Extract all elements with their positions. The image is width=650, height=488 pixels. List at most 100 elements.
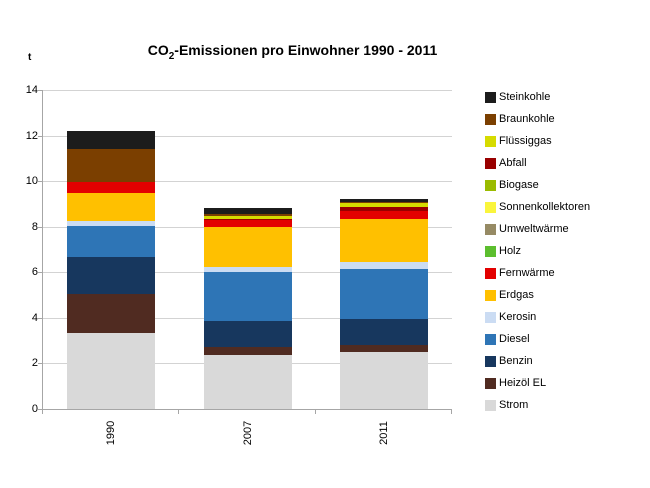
bar-segment-fernwaerme-1990 xyxy=(67,182,156,193)
bar-segment-benzin-2007 xyxy=(203,321,292,348)
legend-swatch-strom xyxy=(485,399,496,411)
legend-item-holz: Holz xyxy=(485,240,645,262)
y-tick-label-10: 10 xyxy=(25,175,38,188)
legend-item-diesel: Diesel xyxy=(485,328,645,350)
bar-segment-benzin-1990 xyxy=(67,257,156,294)
legend-item-umweltwaerme: Umweltwärme xyxy=(485,218,645,240)
bar-segment-kerosin-1990 xyxy=(67,221,156,226)
legend-swatch-holz xyxy=(485,245,496,257)
legend-swatch-heizoel-el xyxy=(485,377,496,389)
plot-area xyxy=(43,90,452,409)
bar-segment-heizoel-el-2011 xyxy=(339,345,428,353)
chart-title-prefix: CO xyxy=(147,42,169,58)
bar-segment-braunkohle-2007 xyxy=(203,214,292,217)
bar-segment-abfall-2011 xyxy=(339,207,428,211)
legend-item-braunkohle: Braunkohle xyxy=(485,108,645,130)
bar-segment-braunkohle-1990 xyxy=(67,149,156,183)
y-tick-mark-4 xyxy=(38,317,42,319)
bar-segment-strom-2011 xyxy=(339,352,428,409)
y-tick-label-2: 2 xyxy=(31,357,38,370)
y-axis-unit-label: t xyxy=(28,52,32,63)
legend-swatch-steinkohle xyxy=(485,91,496,103)
legend-item-heizoel-el: Heizöl EL xyxy=(485,372,645,394)
bar-segment-erdgas-2011 xyxy=(339,218,428,263)
legend-item-kerosin: Kerosin xyxy=(485,306,645,328)
y-tick-label-14: 14 xyxy=(25,84,38,96)
legend-swatch-benzin xyxy=(485,355,496,367)
x-axis-line xyxy=(42,409,452,410)
y-axis-line xyxy=(42,90,43,410)
legend: Steinkohle Braunkohle Flüssiggas Abfall Biog… xyxy=(485,86,645,416)
bar-segment-fluessiggas-2007 xyxy=(203,216,292,219)
legend-swatch-erdgas xyxy=(485,289,496,301)
y-tick-mark-0 xyxy=(38,409,42,410)
legend-swatch-fernwaerme xyxy=(485,267,496,279)
bar-segment-fluessiggas-2011 xyxy=(339,202,428,208)
legend-label-strom: Strom xyxy=(499,399,529,411)
bar-segment-steinkohle-1990 xyxy=(67,131,156,150)
bar-segment-fernwaerme-2007 xyxy=(203,219,292,227)
legend-item-steinkohle: Steinkohle xyxy=(485,86,645,108)
legend-swatch-abfall xyxy=(485,157,496,169)
y-tick-label-4: 4 xyxy=(31,311,38,324)
bar-segment-benzin-2011 xyxy=(339,318,428,346)
x-category-label-1990: 1990 xyxy=(105,420,118,446)
legend-label-diesel: Diesel xyxy=(499,333,530,345)
bar-segment-diesel-1990 xyxy=(67,225,156,258)
x-category-label-2007: 2007 xyxy=(241,420,254,446)
bar-segment-abfall-2007 xyxy=(203,218,292,220)
x-category-label-2011: 2011 xyxy=(377,421,390,445)
legend-item-biogase: Biogase xyxy=(485,174,645,196)
legend-item-benzin: Benzin xyxy=(485,350,645,372)
bar-segment-diesel-2011 xyxy=(339,268,428,319)
legend-label-erdgas: Erdgas xyxy=(499,289,534,301)
legend-label-biogase: Biogase xyxy=(499,179,539,191)
legend-swatch-diesel xyxy=(485,333,496,345)
legend-swatch-umweltwaerme xyxy=(485,223,496,235)
legend-label-steinkohle: Steinkohle xyxy=(499,91,551,103)
bar-segment-kerosin-2007 xyxy=(203,266,292,273)
legend-label-abfall: Abfall xyxy=(499,157,527,169)
legend-item-fernwaerme: Fernwärme xyxy=(485,262,645,284)
legend-label-holz: Holz xyxy=(499,245,522,257)
bar-segment-fernwaerme-2011 xyxy=(339,210,428,219)
gridline-14 xyxy=(43,90,452,91)
x-tick-mark-1 xyxy=(178,410,180,414)
legend-swatch-sonnenkollektoren xyxy=(485,201,496,213)
bar-segment-kerosin-2011 xyxy=(339,262,428,269)
chart-title-suffix: -Emissionen pro Einwohner 1990 - 2011 xyxy=(174,42,438,58)
bar-segment-braunkohle-2011 xyxy=(339,201,428,203)
legend-label-heizoel-el: Heizöl EL xyxy=(499,377,547,389)
legend-swatch-kerosin xyxy=(485,311,496,323)
y-tick-label-12: 12 xyxy=(25,129,38,142)
bar-segment-heizoel-el-2007 xyxy=(203,347,292,356)
legend-label-fernwaerme: Fernwärme xyxy=(499,267,555,279)
legend-label-umweltwaerme: Umweltwärme xyxy=(499,223,569,235)
chart-title: CO2-Emissionen pro Einwohner 1990 - 2011 xyxy=(40,42,545,62)
y-tick-mark-10 xyxy=(38,181,42,183)
bar-segment-strom-1990 xyxy=(67,332,156,409)
legend-item-abfall: Abfall xyxy=(485,152,645,174)
bar-segment-heizoel-el-1990 xyxy=(67,293,156,333)
y-tick-mark-8 xyxy=(38,226,42,228)
legend-item-fluessiggas: Flüssiggas xyxy=(485,130,645,152)
x-tick-mark-3 xyxy=(451,410,452,414)
y-tick-label-6: 6 xyxy=(31,266,38,279)
gridline-12 xyxy=(43,135,452,137)
x-tick-mark-0 xyxy=(42,410,43,414)
legend-item-strom: Strom xyxy=(485,394,645,416)
legend-item-sonnenkollektoren: Sonnenkollektoren xyxy=(485,196,645,218)
y-tick-label-0: 0 xyxy=(31,403,38,415)
y-tick-mark-6 xyxy=(38,272,42,274)
legend-label-sonnenkollektoren: Sonnenkollektoren xyxy=(499,201,591,213)
legend-swatch-biogase xyxy=(485,179,496,191)
y-tick-mark-14 xyxy=(38,90,42,91)
x-tick-mark-2 xyxy=(314,410,316,414)
bar-segment-steinkohle-2007 xyxy=(203,208,292,215)
y-tick-mark-2 xyxy=(38,363,42,365)
y-tick-mark-12 xyxy=(38,135,42,137)
legend-swatch-fluessiggas xyxy=(485,135,496,147)
legend-swatch-braunkohle xyxy=(485,113,496,125)
bar-segment-diesel-2007 xyxy=(203,272,292,322)
legend-label-braunkohle: Braunkohle xyxy=(499,113,555,125)
